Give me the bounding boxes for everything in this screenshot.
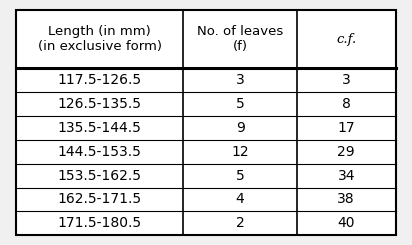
Text: 3: 3 (236, 73, 244, 87)
Text: Length (in mm)
(in exclusive form): Length (in mm) (in exclusive form) (38, 25, 162, 53)
Text: 117.5-126.5: 117.5-126.5 (58, 73, 142, 87)
Text: 34: 34 (337, 169, 355, 183)
Text: 2: 2 (236, 216, 244, 230)
Text: 171.5-180.5: 171.5-180.5 (58, 216, 142, 230)
Text: 40: 40 (337, 216, 355, 230)
Text: 144.5-153.5: 144.5-153.5 (58, 145, 142, 159)
Text: 5: 5 (236, 97, 244, 111)
Text: 17: 17 (337, 121, 355, 135)
Text: 126.5-135.5: 126.5-135.5 (58, 97, 142, 111)
Text: 29: 29 (337, 145, 355, 159)
Text: 153.5-162.5: 153.5-162.5 (58, 169, 142, 183)
Text: 8: 8 (342, 97, 351, 111)
Text: 4: 4 (236, 193, 244, 207)
Text: 12: 12 (231, 145, 249, 159)
Text: 38: 38 (337, 193, 355, 207)
Text: c.f.: c.f. (336, 33, 356, 46)
Text: 162.5-171.5: 162.5-171.5 (58, 193, 142, 207)
Text: 5: 5 (236, 169, 244, 183)
Text: 3: 3 (342, 73, 351, 87)
Text: 135.5-144.5: 135.5-144.5 (58, 121, 142, 135)
Text: 9: 9 (236, 121, 245, 135)
Text: No. of leaves
(f): No. of leaves (f) (197, 25, 283, 53)
